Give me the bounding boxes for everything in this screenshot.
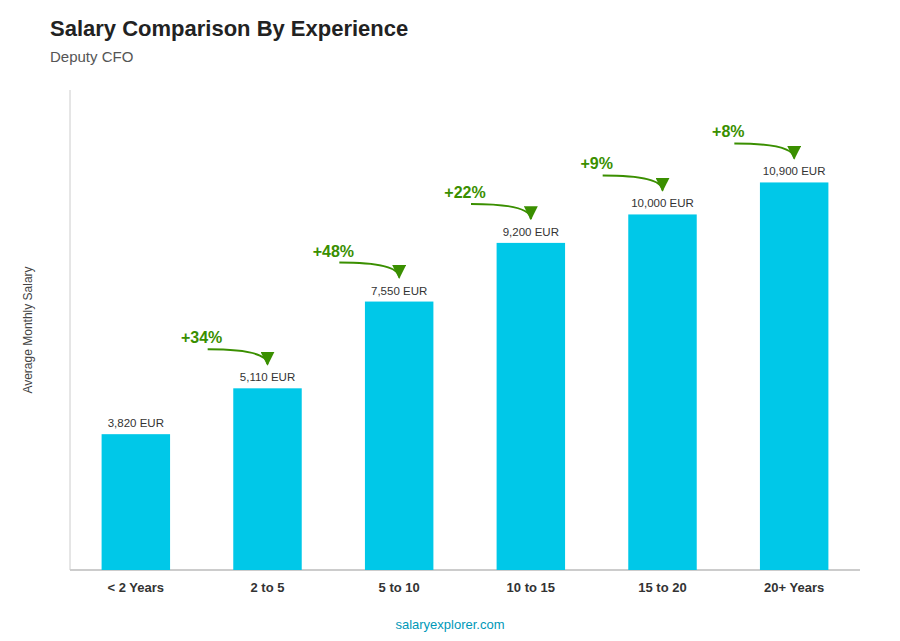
annotation: +22% [444, 184, 485, 201]
bars [102, 182, 829, 570]
subtitle: Deputy CFO [50, 48, 133, 65]
data-label: 3,820 EUR [108, 417, 164, 429]
data-label: 10,900 EUR [763, 165, 826, 177]
x-tick-label: 5 to 10 [379, 580, 420, 595]
y-axis-line [70, 90, 71, 570]
data-label: 7,550 EUR [371, 285, 427, 297]
footer: salaryexplorer.com [395, 617, 504, 632]
annotation-arrow [603, 175, 663, 190]
bar [497, 243, 565, 570]
bar [102, 434, 170, 570]
annotation: +34% [181, 329, 222, 346]
annotation-arrow [734, 143, 794, 158]
annotation-arrow [471, 204, 531, 219]
chart-container: Salary Comparison By Experience Deputy CF… [0, 0, 900, 641]
x-tick-label: 2 to 5 [251, 580, 285, 595]
annotation: +8% [712, 123, 744, 140]
title: Salary Comparison By Experience [50, 16, 408, 41]
x-tick-label: < 2 Years [108, 580, 165, 595]
x-tick-label: 20+ Years [764, 580, 824, 595]
annotation-arrow [208, 349, 268, 364]
bar [365, 302, 433, 570]
x-tick-label: 15 to 20 [638, 580, 686, 595]
chart: Salary Comparison By Experience Deputy CF… [0, 0, 900, 641]
annotation: +9% [580, 155, 612, 172]
data-label: 9,200 EUR [503, 226, 559, 238]
data-label: 5,110 EUR [240, 371, 295, 383]
annotation-arrow [339, 263, 399, 278]
bar [233, 388, 301, 570]
annotation: +48% [313, 243, 354, 260]
x-tick-label: 10 to 15 [507, 580, 555, 595]
bar [760, 182, 828, 570]
x-axis-line [70, 570, 860, 571]
bar [628, 214, 696, 570]
y-axis-label: Average Monthly Salary [21, 266, 35, 393]
data-label: 10,000 EUR [631, 197, 694, 209]
